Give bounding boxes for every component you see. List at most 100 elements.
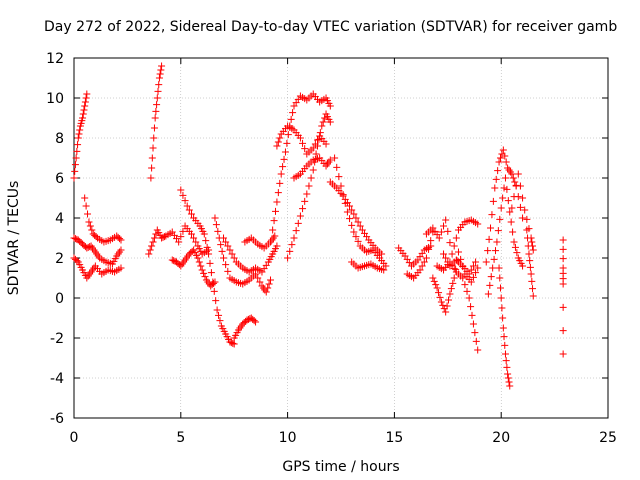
data-point — [526, 257, 534, 265]
data-point — [433, 284, 441, 292]
data-point — [243, 316, 251, 324]
data-point — [74, 134, 82, 142]
y-tick-label: 0 — [55, 291, 64, 307]
data-point — [145, 250, 153, 258]
data-point — [153, 94, 161, 102]
data-point — [454, 248, 462, 256]
series-trace-25 — [440, 250, 480, 278]
data-point — [322, 140, 330, 148]
data-point — [326, 102, 334, 110]
data-point — [499, 146, 507, 154]
x-tick-label: 10 — [279, 430, 297, 446]
data-point — [495, 264, 503, 272]
data-point — [503, 363, 511, 371]
data-point — [440, 250, 448, 258]
data-point — [443, 302, 451, 310]
data-point — [190, 234, 198, 242]
data-point — [152, 230, 160, 238]
data-point — [510, 238, 518, 246]
data-point — [429, 274, 437, 282]
data-point — [504, 370, 512, 378]
y-tick-label: -2 — [50, 331, 64, 347]
data-point — [380, 266, 388, 274]
data-point — [148, 154, 156, 162]
data-point — [274, 138, 282, 146]
data-point — [495, 158, 503, 166]
data-point — [194, 254, 202, 262]
data-point — [264, 284, 272, 292]
series-trace-03 — [70, 254, 125, 282]
data-point — [508, 204, 516, 212]
series-trace-12 — [241, 232, 279, 252]
data-point — [307, 174, 315, 182]
data-point — [279, 163, 287, 171]
data-point — [215, 311, 223, 319]
data-point — [155, 74, 163, 82]
series-trace-04 — [81, 194, 125, 246]
data-point — [354, 237, 362, 245]
data-point — [224, 242, 232, 250]
data-point — [181, 197, 189, 205]
x-tick-label: 25 — [599, 430, 617, 446]
series-trace-10 — [211, 214, 275, 296]
data-point — [472, 258, 480, 266]
data-point — [271, 232, 279, 240]
data-point — [276, 134, 284, 142]
data-point — [179, 227, 187, 235]
data-point — [84, 210, 92, 218]
data-point — [453, 257, 461, 265]
data-point — [213, 306, 221, 314]
data-point — [147, 174, 155, 182]
data-point — [511, 178, 519, 186]
series-trace-21 — [403, 228, 437, 282]
data-point — [296, 212, 304, 220]
data-point — [503, 185, 511, 193]
data-point — [343, 208, 351, 216]
series-trace-07 — [168, 246, 219, 290]
series-trace-13 — [269, 90, 334, 234]
data-point — [354, 218, 362, 226]
data-point — [472, 269, 480, 277]
y-axis-ticks: -6 -4 -2 0 2 4 6 8 10 12 — [46, 51, 608, 427]
y-tick-label: 10 — [46, 91, 64, 107]
data-point — [526, 263, 534, 271]
data-point — [499, 314, 507, 322]
data-point — [79, 110, 87, 118]
data-point — [493, 238, 501, 246]
data-point — [86, 243, 94, 251]
data-point — [316, 129, 324, 137]
data-point — [440, 222, 448, 230]
data-point — [217, 241, 225, 249]
data-point — [469, 273, 477, 281]
data-point — [498, 304, 506, 312]
data-point — [158, 62, 166, 70]
data-point — [82, 94, 90, 102]
data-point — [427, 237, 435, 245]
data-point — [210, 279, 218, 287]
data-point — [299, 139, 307, 147]
data-point — [529, 285, 537, 293]
data-point — [154, 87, 162, 95]
data-point — [449, 279, 457, 287]
data-point — [472, 337, 480, 345]
series-trace-05 — [147, 62, 166, 182]
data-point — [195, 258, 203, 266]
data-point — [188, 247, 196, 255]
data-point — [519, 262, 527, 270]
data-point — [246, 315, 254, 323]
data-point — [83, 90, 91, 98]
data-point — [220, 234, 228, 242]
data-point — [510, 193, 518, 201]
data-point — [352, 214, 360, 222]
data-point — [489, 197, 497, 205]
data-point — [416, 266, 424, 274]
data-point — [378, 250, 386, 258]
data-point — [507, 218, 515, 226]
data-point — [157, 66, 165, 74]
data-point — [212, 297, 220, 305]
data-point — [294, 219, 302, 227]
data-point — [461, 281, 469, 289]
data-point — [228, 250, 236, 258]
data-point — [206, 259, 214, 267]
series-trace-15 — [284, 110, 334, 262]
